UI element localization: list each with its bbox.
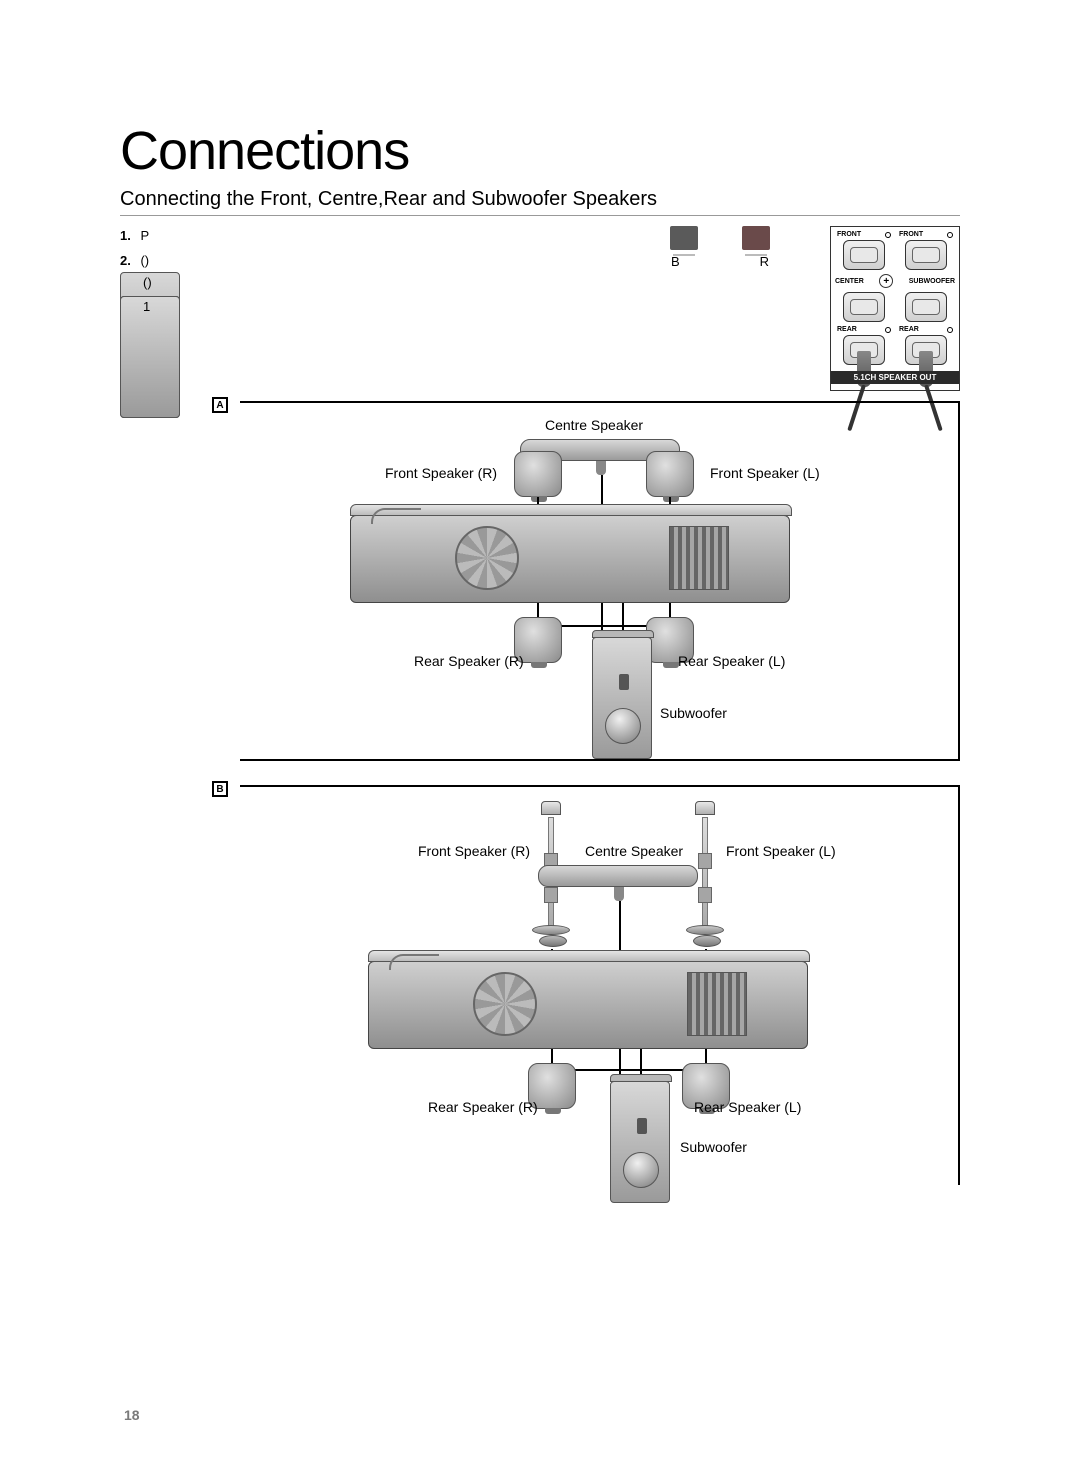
dot-icon bbox=[885, 232, 891, 238]
tab-red-icon bbox=[742, 226, 770, 250]
centre-stem-icon bbox=[614, 887, 624, 901]
instructions-row: 1. P 2. () () 3. C T W R 1 B R bbox=[120, 226, 960, 391]
rear-l-label: Rear Speaker (L) bbox=[694, 1099, 801, 1115]
front-r-tall-icon bbox=[538, 817, 564, 967]
plus-icon: + bbox=[879, 274, 893, 288]
subwoofer-icon bbox=[610, 1081, 670, 1203]
rear-l-label: Rear Speaker (L) bbox=[678, 653, 785, 669]
front-r-icon bbox=[514, 451, 562, 497]
panel-bar-label: 5.1CH SPEAKER OUT bbox=[831, 371, 959, 384]
tab-black-icon bbox=[670, 226, 698, 250]
jack-sub-icon bbox=[905, 292, 947, 322]
jack-front-l-icon bbox=[843, 240, 885, 270]
centre-label: Centre Speaker bbox=[585, 843, 683, 859]
instruction-1-text: P bbox=[140, 228, 149, 243]
panel-front-l-label: FRONT bbox=[837, 231, 861, 238]
jack-center-icon bbox=[843, 292, 885, 322]
subwoofer-label: Subwoofer bbox=[660, 705, 727, 721]
page-number: 18 bbox=[124, 1407, 140, 1423]
instruction-1: 1. P bbox=[120, 226, 610, 247]
instruction-2-num: 2. bbox=[120, 253, 131, 268]
section-heading: Connecting the Front, Centre,Rear and Su… bbox=[120, 188, 960, 216]
front-l-icon bbox=[646, 451, 694, 497]
instruction-3: 3. C T W R 1 bbox=[120, 276, 610, 297]
panel-rear-r-label: REAR bbox=[899, 326, 919, 333]
tab-black-label: B bbox=[671, 254, 680, 269]
main-unit-icon bbox=[350, 515, 790, 603]
rear-r-label: Rear Speaker (R) bbox=[428, 1099, 538, 1115]
instruction-2: 2. () () bbox=[120, 251, 610, 272]
centre-label: Centre Speaker bbox=[545, 417, 643, 433]
panel-subwoofer-label: SUBWOOFER bbox=[909, 278, 955, 285]
diagram-a-wrap: A Centre Speaker Front Speaker (R) Front… bbox=[120, 401, 960, 761]
front-r-label: Front Speaker (R) bbox=[418, 843, 530, 859]
instruction-1-num: 1. bbox=[120, 228, 131, 243]
speaker-out-panel: FRONT FRONT CENTER + SUBWOOFER REAR REAR bbox=[830, 226, 960, 391]
dot-icon bbox=[947, 232, 953, 238]
terminal-tab-inset: B R bbox=[630, 226, 810, 269]
diagram-b: Front Speaker (R) Centre Speaker Front S… bbox=[240, 785, 960, 1185]
terminal-tab-graphics bbox=[670, 226, 770, 250]
front-r-label: Front Speaker (R) bbox=[385, 465, 497, 481]
rear-r-label: Rear Speaker (R) bbox=[414, 653, 524, 669]
front-l-tall-icon bbox=[692, 817, 718, 967]
instructions-list: 1. P 2. () () 3. C T W R 1 bbox=[120, 226, 610, 300]
front-l-label: Front Speaker (L) bbox=[726, 843, 836, 859]
dot-icon bbox=[885, 327, 891, 333]
jack-front-r-icon bbox=[905, 240, 947, 270]
diagram-a-marker: A bbox=[212, 397, 228, 413]
main-unit-icon bbox=[368, 961, 808, 1049]
subwoofer-icon bbox=[592, 637, 652, 759]
terminal-tab-labels: B R bbox=[671, 254, 769, 269]
panel-front-r-label: FRONT bbox=[899, 231, 923, 238]
instruction-2-text: () bbox=[140, 253, 149, 268]
diagram-b-wrap: B Front Speaker (R) Centre Speaker Front… bbox=[120, 785, 960, 1185]
front-l-label: Front Speaker (L) bbox=[710, 465, 820, 481]
diagram-b-marker: B bbox=[212, 781, 228, 797]
centre-stem-icon bbox=[596, 461, 606, 475]
subwoofer-label: Subwoofer bbox=[680, 1139, 747, 1155]
diagram-a: Centre Speaker Front Speaker (R) Front S… bbox=[240, 401, 960, 761]
panel-center-label: CENTER bbox=[835, 278, 864, 285]
page-title: Connections bbox=[120, 120, 960, 182]
centre-speaker-icon bbox=[538, 865, 698, 887]
panel-rear-l-label: REAR bbox=[837, 326, 857, 333]
tab-red-label: R bbox=[760, 254, 769, 269]
dot-icon bbox=[947, 327, 953, 333]
